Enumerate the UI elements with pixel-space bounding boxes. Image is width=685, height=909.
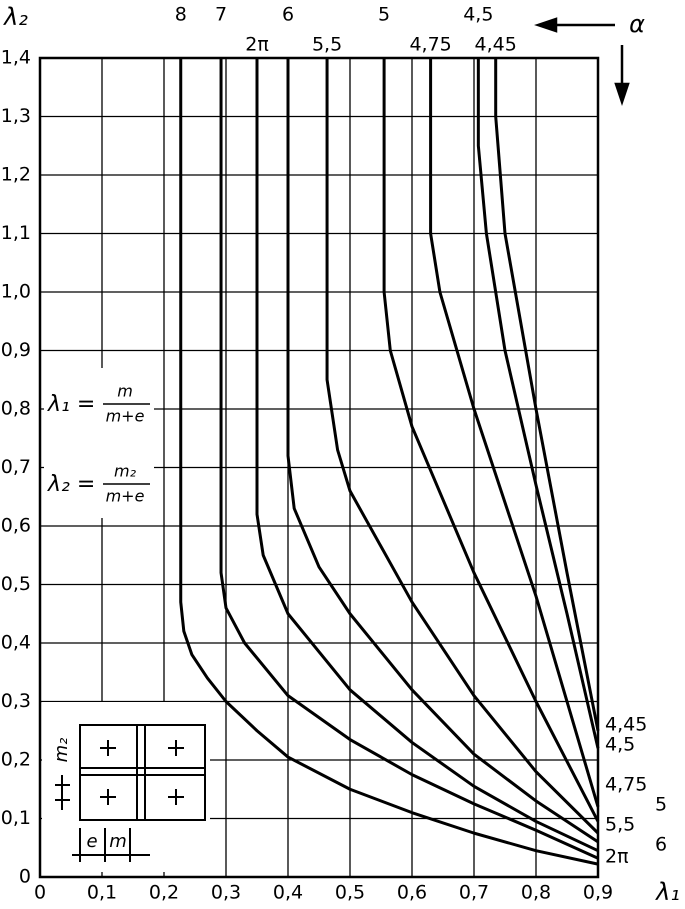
curve — [255, 58, 599, 853]
y-tick-label: 1,3 — [1, 105, 31, 127]
y-tick-label: 0,5 — [1, 573, 31, 595]
x-tick-label: 0,2 — [149, 882, 179, 904]
end-label: 5 — [655, 794, 667, 816]
end-label: 4,75 — [605, 774, 647, 796]
x-tick-label: 0,7 — [459, 882, 489, 904]
x-tick-label: 0,3 — [211, 882, 241, 904]
x-tick-label: 0,8 — [521, 882, 551, 904]
curve — [219, 58, 599, 860]
x-axis-label: λ₁ — [654, 878, 680, 906]
formula: λ₁ = m m+e — [47, 382, 150, 426]
end-label: 2π — [605, 846, 629, 868]
legend-label: 6 — [282, 4, 294, 26]
inset-label: e — [86, 831, 97, 852]
curve — [494, 58, 600, 732]
y-tick-label: 0,4 — [1, 632, 31, 654]
formula-lhs: λ₁ = — [47, 392, 95, 417]
x-tick-label: 0,5 — [335, 882, 365, 904]
legend-label: 4,45 — [475, 34, 517, 56]
curve — [179, 58, 599, 866]
end-label: 5,5 — [605, 814, 635, 836]
formula: λ₂ = m₂ m+e — [47, 462, 150, 506]
legend-label: 2π — [245, 34, 269, 56]
end-label: 4,5 — [605, 734, 635, 756]
y-tick-label: 1,2 — [1, 164, 31, 186]
legend-label: 4,5 — [463, 4, 493, 26]
inset-label: m — [109, 831, 127, 852]
formula-denominator: m+e — [106, 487, 145, 506]
plot-frame — [38, 56, 600, 879]
legend-label: 4,75 — [409, 34, 451, 56]
x-tick-label: 0 — [34, 882, 46, 904]
legend-label: 7 — [215, 4, 227, 26]
y-tick-label: 0,7 — [1, 456, 31, 478]
formula-lhs: λ₂ = — [47, 472, 95, 497]
x-tick-label: 0,9 — [583, 882, 613, 904]
y-tick-label: 1,0 — [1, 281, 31, 303]
legend-label: 5,5 — [312, 34, 342, 56]
formula-numerator: m — [117, 382, 133, 401]
y-tick-label: 0,8 — [1, 398, 31, 420]
y-tick-label: 0,9 — [1, 339, 31, 361]
curve — [286, 58, 599, 844]
inset-label: m₂ — [51, 738, 72, 763]
y-tick-label: 0,6 — [1, 515, 31, 537]
curve — [382, 58, 600, 823]
legend-label: 8 — [175, 4, 187, 26]
end-label: 4,45 — [605, 714, 647, 736]
formula-background — [44, 368, 154, 518]
end-label: 6 — [655, 834, 667, 856]
y-tick-label: 0,3 — [1, 690, 31, 712]
inset-diagram — [42, 702, 210, 872]
y-tick-label: 1,1 — [1, 222, 31, 244]
alpha-arrows — [534, 17, 630, 106]
x-tick-label: 0,6 — [397, 882, 427, 904]
y-tick-label: 1,4 — [1, 47, 31, 69]
legend-label: 5 — [378, 4, 390, 26]
curve — [476, 58, 600, 749]
alpha-label: α — [629, 10, 645, 38]
x-tick-label: 0,1 — [87, 882, 117, 904]
y-axis-label: λ₂ — [2, 3, 28, 31]
y-tick-label: 0 — [19, 866, 31, 888]
y-tick-label: 0,1 — [1, 807, 31, 829]
formula-denominator: m+e — [106, 407, 145, 426]
y-tick-label: 0,2 — [1, 749, 31, 771]
curves — [179, 58, 600, 866]
curve — [429, 58, 600, 808]
curve — [325, 58, 600, 835]
formula-numerator: m₂ — [114, 462, 137, 481]
x-tick-label: 0,4 — [273, 882, 303, 904]
